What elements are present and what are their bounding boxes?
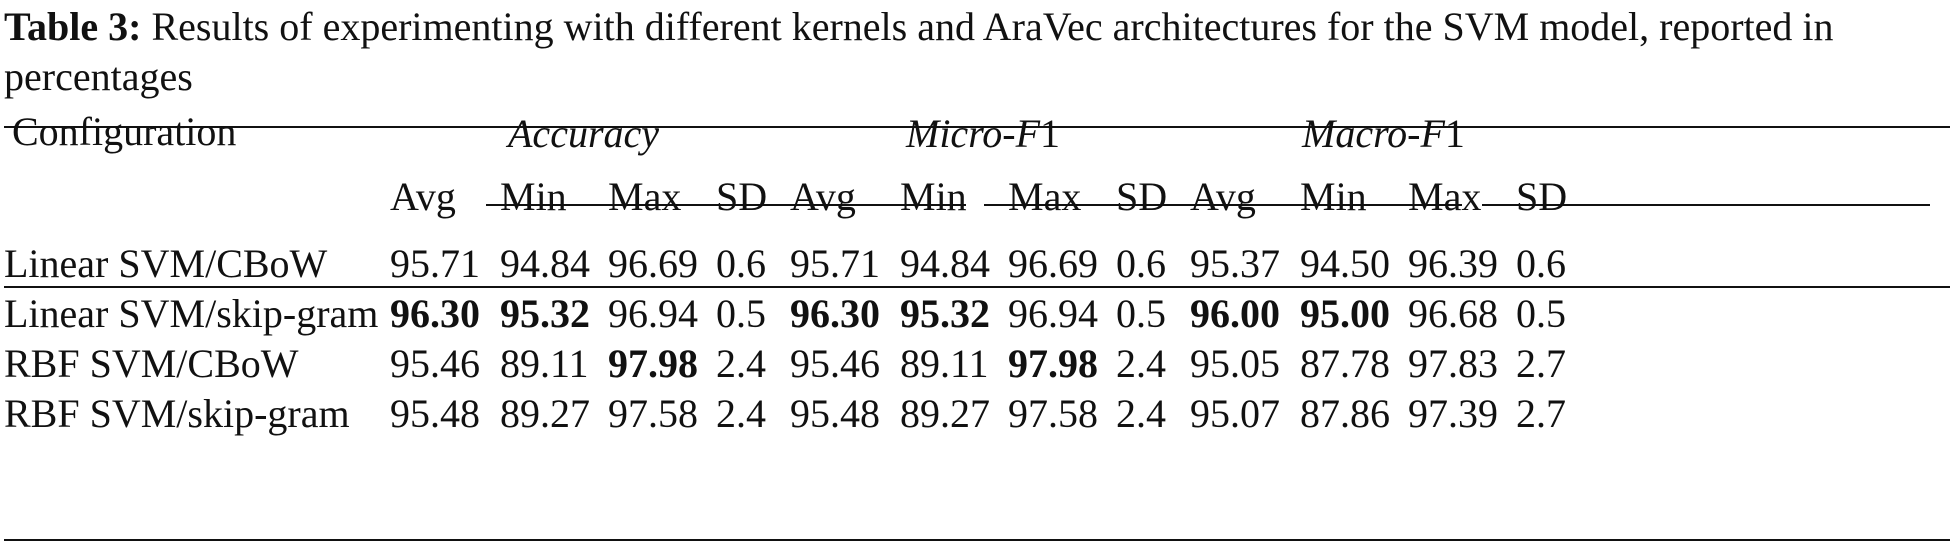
header-group-accuracy: Accuracy bbox=[508, 111, 660, 156]
table-cell: 95.07 bbox=[1190, 391, 1280, 436]
header-stat: SD bbox=[1516, 174, 1568, 219]
table-top-rule bbox=[4, 126, 1950, 128]
table-cell: 94.50 bbox=[1300, 241, 1390, 286]
cmidrule-micro-f1 bbox=[984, 204, 1462, 206]
row-configuration: RBF SVM/CBoW bbox=[4, 341, 299, 386]
table-cell: 96.68 bbox=[1408, 291, 1498, 336]
table-cell: 0.5 bbox=[1116, 291, 1166, 336]
table-cell: 2.7 bbox=[1516, 391, 1566, 436]
table-cell: 95.71 bbox=[790, 241, 880, 286]
table-cell: 2.7 bbox=[1516, 341, 1566, 386]
table-cell: 89.11 bbox=[500, 341, 589, 386]
table-cell: 97.58 bbox=[608, 391, 698, 436]
header-stat: Max bbox=[1008, 174, 1082, 219]
table-cell: 95.05 bbox=[1190, 341, 1280, 386]
table-cell: 0.5 bbox=[1516, 291, 1566, 336]
table-cell: 97.83 bbox=[1408, 341, 1498, 386]
table-cell: 0.6 bbox=[1116, 241, 1166, 286]
table-mid-rule bbox=[4, 286, 1950, 288]
header-stat: Avg bbox=[1190, 174, 1256, 219]
table-cell: 89.27 bbox=[900, 391, 990, 436]
row-configuration: Linear SVM/skip-gram bbox=[4, 291, 379, 336]
table-cell: 0.6 bbox=[716, 241, 766, 286]
table-cell: 0.5 bbox=[716, 291, 766, 336]
table-cell: 95.48 bbox=[790, 391, 880, 436]
table-cell: 95.46 bbox=[790, 341, 880, 386]
cmidrule-accuracy bbox=[486, 204, 966, 206]
table-cell: 95.00 bbox=[1300, 291, 1390, 336]
table-cell: 97.98 bbox=[1008, 341, 1098, 386]
header-stat: Min bbox=[900, 174, 967, 219]
row-configuration: Linear SVM/CBoW bbox=[4, 241, 328, 286]
table-cell: 95.71 bbox=[390, 241, 480, 286]
header-stat: SD bbox=[1116, 174, 1168, 219]
caption-label: Table 3: bbox=[4, 4, 142, 49]
table-cell: 95.46 bbox=[390, 341, 480, 386]
table-cell: 96.00 bbox=[1190, 291, 1280, 336]
table-cell: 87.78 bbox=[1300, 341, 1390, 386]
row-configuration: RBF SVM/skip-gram bbox=[4, 391, 350, 436]
table-cell: 97.98 bbox=[608, 341, 698, 386]
table-cell: 96.94 bbox=[1008, 291, 1098, 336]
table-cell: 2.4 bbox=[716, 341, 766, 386]
header-stat: Max bbox=[1408, 174, 1482, 219]
header-stat: Avg bbox=[390, 174, 456, 219]
table-cell: 96.69 bbox=[1008, 241, 1098, 286]
table-cell: 96.39 bbox=[1408, 241, 1498, 286]
header-group-macro-f1: Macro-F1 bbox=[1302, 111, 1465, 156]
header-stat: Min bbox=[500, 174, 567, 219]
table-cell: 0.6 bbox=[1516, 241, 1566, 286]
header-configuration: Configuration bbox=[12, 109, 237, 154]
table-cell: 96.69 bbox=[608, 241, 698, 286]
header-stat: Min bbox=[1300, 174, 1367, 219]
header-group-micro-f1: Micro-F1 bbox=[906, 111, 1061, 156]
table-cell: 95.37 bbox=[1190, 241, 1280, 286]
table-bottom-rule bbox=[4, 539, 1950, 541]
table-cell: 94.84 bbox=[900, 241, 990, 286]
table-cell: 96.94 bbox=[608, 291, 698, 336]
table-cell: 2.4 bbox=[1116, 391, 1166, 436]
header-stat: Avg bbox=[790, 174, 856, 219]
table-cell: 89.27 bbox=[500, 391, 590, 436]
table-cell: 97.58 bbox=[1008, 391, 1098, 436]
table-cell: 94.84 bbox=[500, 241, 590, 286]
table-cell: 95.48 bbox=[390, 391, 480, 436]
cmidrule-macro-f1 bbox=[1482, 204, 1930, 206]
table-cell: 89.11 bbox=[900, 341, 989, 386]
table-cell: 95.32 bbox=[500, 291, 590, 336]
table-cell: 2.4 bbox=[716, 391, 766, 436]
table-cell: 87.86 bbox=[1300, 391, 1390, 436]
table-cell: 95.32 bbox=[900, 291, 990, 336]
caption-text: Results of experimenting with different … bbox=[4, 4, 1834, 99]
table-cell: 96.30 bbox=[790, 291, 880, 336]
table-cell: 96.30 bbox=[390, 291, 480, 336]
header-stat: Max bbox=[608, 174, 682, 219]
table-caption: Table 3: Results of experimenting with d… bbox=[4, 2, 1950, 102]
header-stat: SD bbox=[716, 174, 768, 219]
table-cell: 2.4 bbox=[1116, 341, 1166, 386]
table-cell: 97.39 bbox=[1408, 391, 1498, 436]
